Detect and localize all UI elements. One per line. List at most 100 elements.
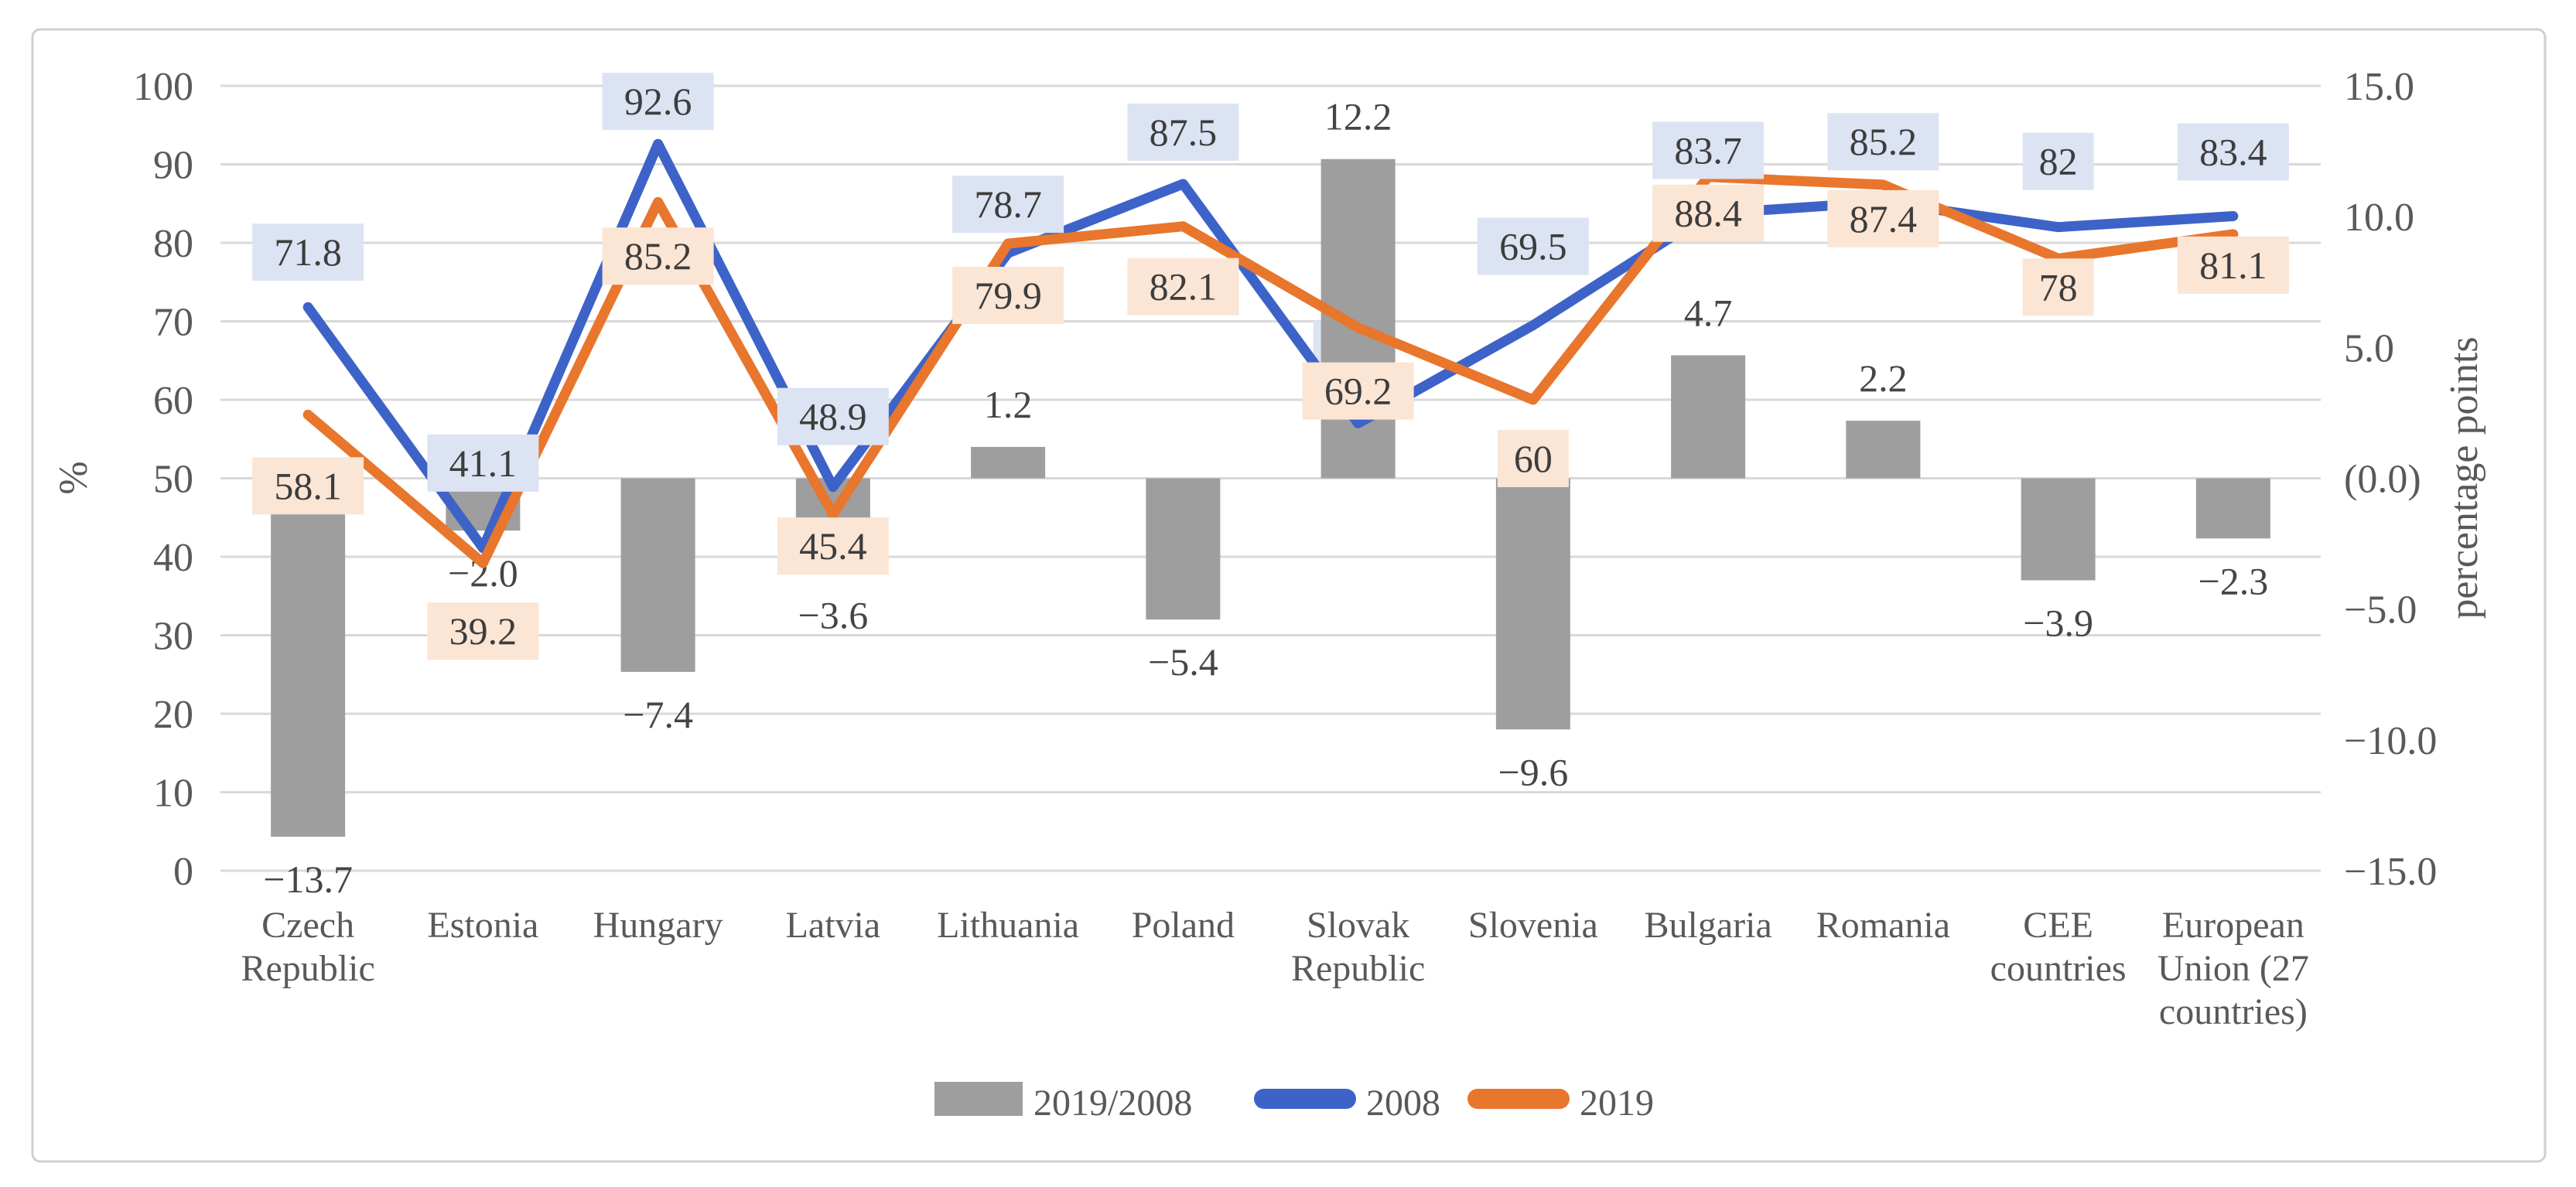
category-label: CEE countries xyxy=(1990,905,2127,989)
data-label-2008: 69.5 xyxy=(1499,225,1567,268)
left-axis-tick: 80 xyxy=(153,222,193,266)
data-label-2019: 45.4 xyxy=(799,524,867,568)
right-axis-tick: 10.0 xyxy=(2344,196,2414,240)
right-axis-tick: −5.0 xyxy=(2344,588,2417,633)
data-label-box-2008 xyxy=(952,176,1064,234)
bar-2019-2008 xyxy=(2195,478,2270,539)
gridlines xyxy=(220,84,2321,872)
bar-2019-2008 xyxy=(1320,159,1396,479)
bar-series-2019-2008 xyxy=(271,159,2270,837)
right-axis-ticks: 15.0 10.0 5.0 (0.0) −5.0 −10.0 −15.0 xyxy=(2344,65,2437,894)
bar-2019-2008 xyxy=(1495,478,1570,730)
data-label-2019: 85.2 xyxy=(624,234,692,278)
right-axis-tick: −15.0 xyxy=(2344,850,2437,894)
category-label: Hungary xyxy=(593,905,723,946)
data-label-box-2008 xyxy=(2177,123,2289,181)
left-axis-tick: 90 xyxy=(153,144,193,188)
bar-2019-2008 xyxy=(271,478,346,837)
data-label-2008: 87.5 xyxy=(1150,111,1218,154)
data-label-2019: 58.1 xyxy=(274,464,342,507)
data-label-2008: 41.1 xyxy=(449,442,518,485)
data-label-box-2008 xyxy=(1477,217,1589,275)
data-label-box-2019 xyxy=(252,457,364,515)
right-axis-tick: 15.0 xyxy=(2344,65,2414,109)
left-axis-tick: 40 xyxy=(153,536,193,580)
data-label-2019: 88.4 xyxy=(1674,192,1742,235)
legend-label-2019: 2019 xyxy=(1580,1083,1654,1124)
bar-data-labels: −13.7−2.0−7.4−3.61.2−5.412.2−9.64.72.2−3… xyxy=(263,95,2268,901)
right-axis-tick: −10.0 xyxy=(2344,719,2437,763)
left-axis-tick: 10 xyxy=(153,772,193,816)
bar-value-label: −3.9 xyxy=(2023,601,2093,644)
category-axis-labels: Czech Republic Estonia Hungary Latvia Lithuan… xyxy=(241,905,2308,1032)
data-label-box-2008 xyxy=(1127,103,1239,161)
data-label-2008: 82 xyxy=(2039,140,2078,183)
right-axis-tick: 5.0 xyxy=(2344,326,2394,370)
data-label-box-2008 xyxy=(1652,121,1765,179)
data-label-2008: 78.7 xyxy=(974,182,1042,226)
left-axis-tick: 60 xyxy=(153,379,193,423)
figure-border xyxy=(31,28,2547,1163)
data-label-2019: 39.2 xyxy=(449,609,518,653)
category-label: Romania xyxy=(1816,905,1950,946)
data-label-2008: 92.6 xyxy=(624,80,692,123)
line-data-labels: 71.8 41.1 92.6 48.9 78.7 87.5 69.5 83.7 85.2 82 83… xyxy=(252,73,2289,660)
bar-value-label: 12.2 xyxy=(1324,95,1392,138)
data-label-box-2008 xyxy=(427,434,539,492)
bar-value-label: −13.7 xyxy=(263,858,353,901)
left-axis-tick: 70 xyxy=(153,301,193,345)
category-label: Bulgaria xyxy=(1644,905,1771,946)
right-axis-tick: (0.0) xyxy=(2344,458,2421,502)
category-label: Lithuania xyxy=(937,905,1079,946)
data-label-box-2008 xyxy=(252,223,364,281)
bar-value-label: −2.3 xyxy=(2198,559,2269,602)
left-axis-tick: 30 xyxy=(153,615,193,659)
bar-2019-2008 xyxy=(1846,421,1921,479)
left-axis-tick: 20 xyxy=(153,693,193,737)
data-label-2019: 79.9 xyxy=(974,274,1042,317)
data-label-2019: 60 xyxy=(1514,437,1553,480)
bar-2019-2008 xyxy=(2021,478,2096,581)
line-series xyxy=(302,138,2239,568)
legend-swatch-2019-2008 xyxy=(934,1082,1023,1116)
data-label-2019: 87.4 xyxy=(1850,197,1918,240)
data-label-2019: 78 xyxy=(2039,265,2078,309)
bar-value-label: 4.7 xyxy=(1684,291,1733,334)
data-label-box-2019 xyxy=(1302,362,1414,420)
bar-value-label: −9.6 xyxy=(1498,750,1569,793)
data-label-box-2019 xyxy=(2022,258,2094,316)
bar-value-label: −5.4 xyxy=(1148,640,1218,684)
bar-value-label: 2.2 xyxy=(1859,356,1908,400)
bar-2019-2008 xyxy=(971,446,1046,479)
category-label: Slovak Republic xyxy=(1291,905,1425,989)
data-label-box-2019 xyxy=(952,267,1064,325)
category-label: Slovenia xyxy=(1468,905,1598,946)
data-label-box-2019 xyxy=(602,227,714,285)
category-label: Estonia xyxy=(427,905,538,946)
data-label-box-2019 xyxy=(1652,184,1765,242)
data-label-2019: 82.1 xyxy=(1150,265,1218,309)
data-label-2008: 83.7 xyxy=(1674,128,1742,172)
category-label: Poland xyxy=(1132,905,1235,946)
category-label: Czech Republic xyxy=(241,905,374,989)
bar-2019-2008 xyxy=(620,478,695,672)
legend-label-2019-2008: 2019/2008 xyxy=(1033,1083,1192,1124)
bar-value-label: −7.4 xyxy=(623,693,693,736)
data-label-box-2019 xyxy=(1127,258,1239,316)
bar-value-label: −3.6 xyxy=(798,593,869,636)
data-label-2019: 69.2 xyxy=(1324,370,1392,413)
category-label: European Union (27 countries) xyxy=(2157,905,2309,1032)
data-label-box-2019 xyxy=(1497,430,1569,487)
bar-2019-2008 xyxy=(1146,478,1221,620)
data-label-2008: 71.8 xyxy=(274,230,342,274)
line-2019 xyxy=(302,172,2239,568)
data-label-box-2019 xyxy=(777,517,889,575)
bar-value-label: 1.2 xyxy=(984,383,1033,426)
left-axis-tick: 0 xyxy=(173,850,193,894)
left-axis-title: % xyxy=(52,461,96,494)
data-label-box-2019 xyxy=(2177,236,2289,294)
data-label-box-2019 xyxy=(1827,189,1939,247)
